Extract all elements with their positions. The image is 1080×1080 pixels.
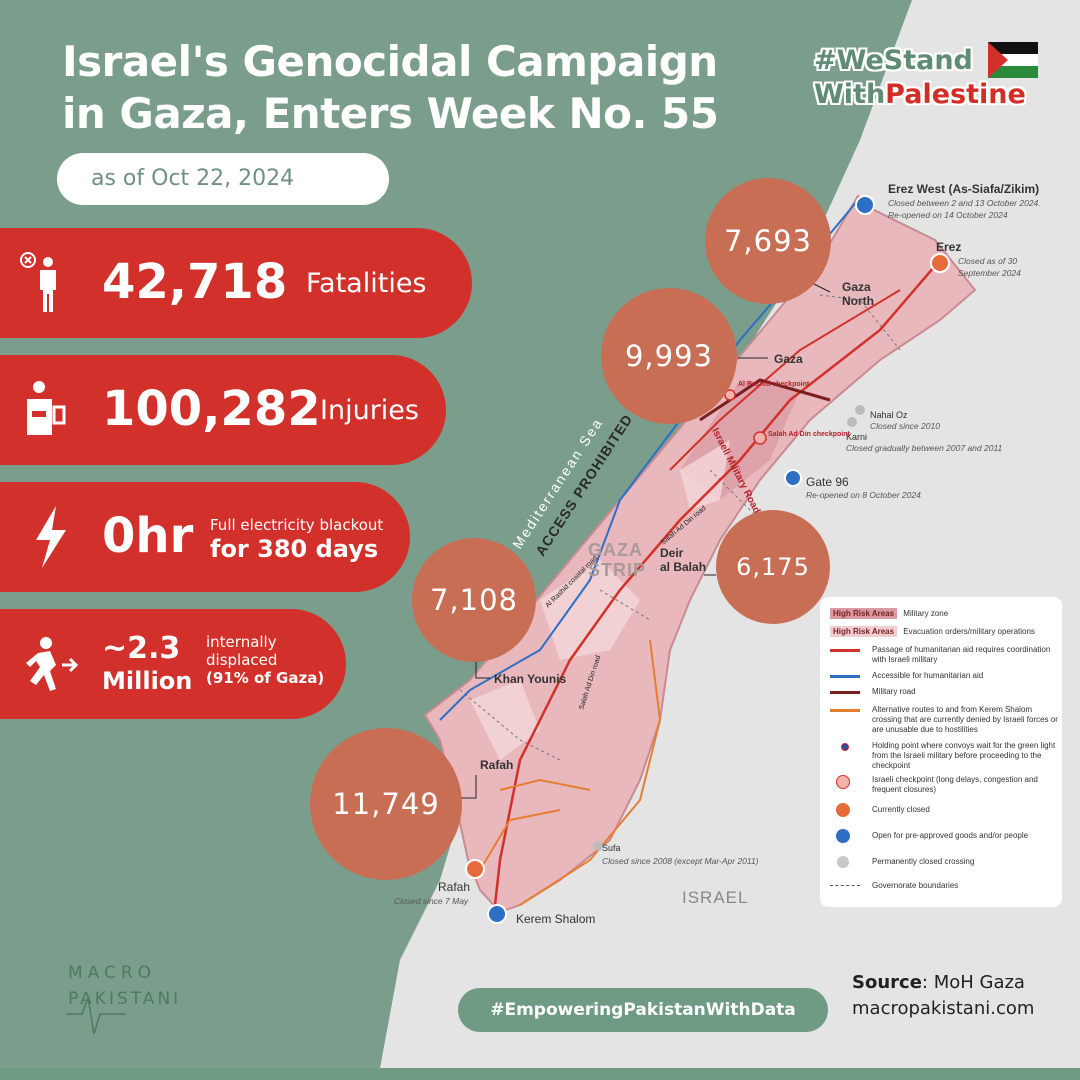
gate96-open-icon [784,469,802,487]
deir-al-balah-label: Deir al Balah [660,546,707,574]
gaza-label: Gaza [774,352,803,366]
holding-point-icon [841,743,849,751]
salah-checkpoint-icon [753,431,767,445]
open-crossing-icon [836,829,850,843]
displaced-label-2: displaced [206,651,278,669]
perm-closed-icon [837,856,849,868]
injuries-label: Injuries [320,395,419,426]
electricity-value: 0hr [102,508,194,564]
erez-west-note-1: Closed between 2 and 13 October 2024. [888,198,1041,208]
nahal-oz-label: Nahal Oz [870,410,908,420]
khan-younis-fatalities-bubble: 7,108 [412,538,536,662]
rashid-checkpoint-label: Al Rashid checkpoint [738,381,810,388]
fatalities-label: Fatalities [306,268,427,299]
stat-injuries: 100,282 Injuries [0,355,446,465]
lightning-icon [36,506,66,568]
checkpoint-icon [836,775,850,789]
karni-icon [847,417,857,427]
sufa-label: Sufa [602,843,621,853]
erez-note-1: Closed as of 30 [958,256,1018,266]
gaza-north-fatalities-bubble: 7,693 [705,178,831,304]
rafah-crossing-note: Closed since 7 May [394,896,469,906]
gaza-fatalities-bubble: 9,993 [601,288,737,424]
gate96-label: Gate 96 [806,475,849,489]
legend-checkpoint: Israeli checkpoint (long delays, congest… [830,775,1055,797]
stat-fatalities: 42,718 Fatalities [0,228,472,338]
deir-al-balah-fatalities-bubble: 6,175 [716,510,830,624]
date-badge: as of Oct 22, 2024 [57,153,389,205]
displaced-label-3: (91% of Gaza) [206,669,325,687]
rafah-closed-icon [465,859,485,879]
empowering-hashtag: #EmpoweringPakistanWithData [458,988,828,1032]
displaced-person-icon [26,637,79,691]
fatalities-value: 42,718 [102,254,288,310]
legend-military-zone: High Risk Areas Military zone [830,608,948,619]
rafah-crossing-label: Rafah [438,880,471,894]
kerem-shalom-open-icon [487,904,507,924]
erez-west-open-icon [855,195,875,215]
erez-closed-icon [930,253,950,273]
salah-ad-din-road [493,259,941,906]
legend-alt-route: Alternative routes to and from Kerem Sha… [830,705,1058,739]
displaced-value-1: ~2.3 [102,631,181,666]
rafah-fatalities-bubble: 11,749 [310,728,462,880]
gate96-note: Re-opened on 8 October 2024 [806,490,921,500]
sufa-icon [593,841,603,851]
nahal-oz-note: Closed since 2010 [870,421,940,431]
page-title: Israel's Genocidal Campaign in Gaza, Ent… [62,37,719,138]
khan-younis-label: Khan Younis [494,672,567,686]
source-block: Source: MoH Gaza macropakistani.com [852,972,1035,1019]
military-road [699,378,831,422]
nahal-oz-icon [855,405,865,415]
stat-displaced: ~2.3 Million internally displaced (91% o… [0,609,346,719]
rafah-region-label: Rafah [480,758,514,772]
we-stand-hashtag: #WeStand WithPalestine [814,45,1026,110]
person-killed-icon [20,252,56,312]
gaza-strip-label: GAZA STRIP [588,540,647,580]
sufa-note: Closed since 2008 (except Mar-Apr 2011) [602,856,759,866]
displaced-label-1: internally [206,633,277,651]
svg-text:PAKISTANI: PAKISTANI [68,989,181,1009]
macro-pakistani-logo: MACRO PAKISTANI [66,963,181,1035]
electricity-label-2: for 380 days [210,535,379,563]
bottom-bar [0,1068,1080,1080]
erez-note-2: September 2024 [958,268,1021,278]
stat-electricity: 0hr Full electricity blackout for 380 da… [0,482,410,592]
legend-holding-point: Holding point where convoys wait for the… [830,741,1055,771]
electricity-label-1: Full electricity blackout [210,516,384,534]
injured-person-icon [27,381,66,435]
map-legend: High Risk Areas Military zone High Risk … [820,597,1062,907]
closed-crossing-icon [836,803,850,817]
erez-west-note-2: Re-opened on 14 October 2024 [888,210,1008,220]
alt-route [519,639,662,906]
karni-note: Closed gradually between 2007 and 2011 [846,443,1003,453]
legend-red-line: Passage of humanitarian aid requires coo… [830,645,1055,667]
israel-label: ISRAEL [682,888,749,907]
displaced-value-2: Million [102,667,193,695]
gaza-north-label: Gaza North [842,280,874,308]
palestine-flag-icon [988,42,1038,78]
erez-label: Erez [936,240,962,254]
karni-label: Karni [846,432,868,442]
kerem-shalom-label: Kerem Shalom [516,912,596,926]
salah-checkpoint-label: Salah Ad Din checkpoint [768,431,850,438]
legend-evacuation: High Risk Areas Evacuation orders/milita… [830,626,1035,637]
rashid-checkpoint-icon [724,389,736,401]
erez-west-label: Erez West (As-Siafa/Zikim) [888,182,1040,196]
injuries-value: 100,282 [102,381,321,437]
svg-text:MACRO: MACRO [68,963,156,983]
